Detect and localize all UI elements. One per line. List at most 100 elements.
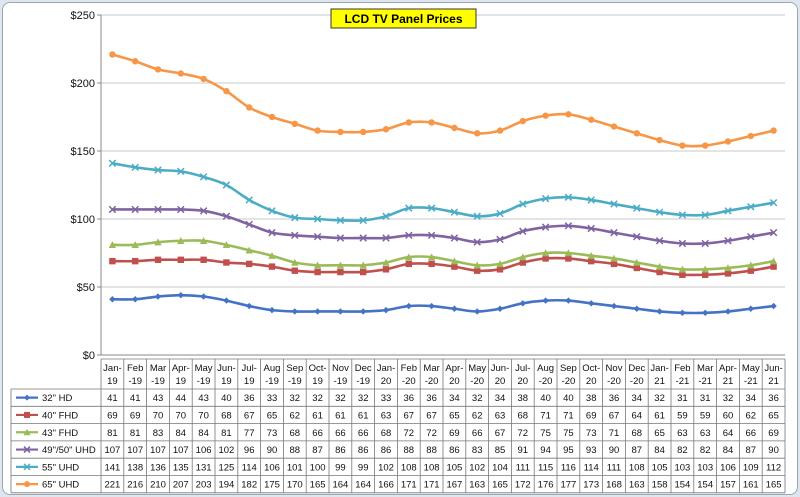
data-point: [724, 270, 732, 277]
chart-title: LCD TV Panel Prices: [344, 12, 462, 26]
x-tick-label: Jul-: [515, 363, 530, 374]
table-cell: 44: [176, 393, 187, 404]
data-point: [655, 208, 664, 216]
line-chart: $0 $50 $100 $150 $200 $250 LCD TV Panel Price…: [10, 8, 786, 494]
y-axis: $0 $50 $100 $150 $200 $250: [71, 10, 102, 362]
table-cell: 86: [449, 445, 460, 456]
data-point: [291, 308, 298, 315]
table-cell: 210: [150, 480, 166, 491]
data-point: [405, 119, 412, 126]
data-point: [382, 258, 390, 266]
table-cell: 69: [130, 410, 141, 421]
table-cell: 131: [196, 462, 212, 473]
data-point: [291, 120, 298, 128]
table-cell: 108: [401, 462, 417, 473]
legend-entry: 32" HD: [16, 393, 72, 404]
data-point: [610, 200, 618, 208]
series-line: [112, 53, 774, 148]
data-point: [701, 211, 709, 219]
series-lines: [108, 51, 778, 317]
data-point: [450, 257, 459, 265]
data-point: [405, 302, 412, 310]
data-point: [199, 237, 208, 244]
x-tick-label: Oct-: [582, 363, 600, 374]
table-cell: 65: [654, 428, 665, 439]
data-point: [109, 296, 116, 303]
data-point: [382, 266, 390, 273]
y-tick-label: $100: [71, 214, 95, 226]
table-cell: 165: [492, 480, 508, 491]
data-point: [451, 124, 458, 132]
table-cell: 72: [404, 428, 415, 439]
data-point: [428, 119, 435, 126]
table-cell: 88: [426, 445, 437, 456]
data-point: [656, 268, 663, 276]
table-cell: 64: [723, 428, 734, 439]
x-tick-label: Jul-: [242, 363, 257, 374]
series-line: [112, 293, 774, 315]
legend-entry: 65" UHD: [16, 480, 79, 491]
data-point: [245, 220, 253, 229]
table-cell: 75: [540, 428, 551, 439]
data-point: [427, 231, 436, 240]
data-point: [291, 267, 298, 274]
table-cell: 86: [381, 445, 392, 456]
data-point: [245, 196, 253, 204]
x-tick-label: Mar: [150, 363, 166, 374]
table-cell: 107: [173, 445, 189, 456]
table-cell: 136: [150, 462, 166, 473]
table-cell: 87: [632, 445, 643, 456]
table-cell: 63: [677, 428, 688, 439]
table-cell: 32: [472, 393, 483, 404]
data-point: [200, 75, 207, 83]
data-point: [474, 267, 481, 274]
table-cell: 36: [244, 393, 255, 404]
series-line: [112, 256, 774, 277]
table-cell: 83: [153, 428, 164, 439]
data-point: [360, 308, 367, 315]
data-point: [724, 264, 732, 272]
table-cell: 32: [723, 393, 734, 404]
data-point: [337, 268, 344, 276]
data-point: [473, 238, 481, 246]
data-point: [313, 261, 322, 269]
table-cell: 84: [723, 445, 734, 456]
data-point: [451, 263, 458, 270]
table-cell: 69: [449, 428, 460, 439]
table-cell: 68: [632, 428, 643, 439]
data-point: [23, 428, 31, 436]
data-point: [337, 128, 344, 136]
data-point: [747, 261, 755, 269]
table-cell: 194: [218, 480, 234, 491]
table-cell: 65: [449, 410, 460, 421]
x-tick-label: -20: [607, 376, 621, 387]
data-point: [223, 297, 230, 304]
data-point: [222, 241, 231, 249]
table-cell: 59: [700, 410, 711, 421]
table-cell: 102: [378, 462, 394, 473]
y-tick-label: $0: [83, 350, 95, 362]
data-point: [314, 127, 321, 134]
table-cell: 33: [381, 393, 392, 404]
data-point: [246, 302, 253, 310]
data-point: [336, 234, 345, 242]
data-point: [360, 128, 367, 136]
table-cell: 103: [674, 462, 690, 473]
y-tick-label: $200: [71, 78, 95, 90]
table-cell: 68: [381, 428, 392, 439]
data-point: [769, 198, 778, 207]
table-cell: 138: [127, 462, 143, 473]
legend-entry: 49"/50" UHD: [16, 445, 96, 456]
table-cell: 102: [218, 445, 234, 456]
x-tick-label: 19: [221, 376, 232, 387]
table-cell: 62: [746, 410, 757, 421]
data-point: [633, 305, 640, 312]
table-cell: 135: [173, 462, 189, 473]
legend-label: 49"/50" UHD: [42, 445, 96, 456]
table-cell: 107: [150, 445, 166, 456]
data-point: [702, 142, 709, 149]
data-point: [587, 196, 595, 204]
x-tick-label: Feb: [127, 363, 143, 374]
table-cell: 221: [104, 480, 120, 491]
data-point: [473, 261, 481, 269]
